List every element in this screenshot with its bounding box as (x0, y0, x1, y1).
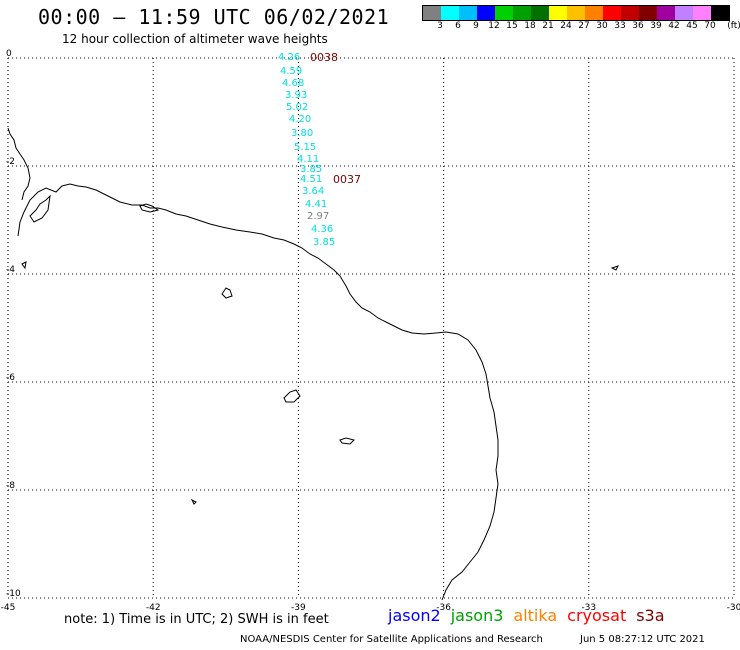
legend-swatch (675, 6, 693, 20)
legend-swatch (657, 6, 675, 20)
coastline-mainland (17, 183, 499, 601)
x-tick-label: -33 (581, 603, 596, 613)
legend-swatch (603, 6, 621, 20)
wave-height-label: 4.41 (305, 199, 327, 210)
wave-height-label: 4.26 (278, 52, 300, 63)
coastline (7, 127, 619, 601)
pass-time-label: 0037 (333, 173, 361, 186)
wave-height-label: 4.51 (300, 174, 322, 185)
island-6 (610, 265, 619, 271)
island-5 (21, 261, 27, 270)
legend-label: 6 (455, 21, 461, 31)
legend-swatch (477, 6, 495, 20)
legend-label: 3 (437, 21, 443, 31)
x-tick-label: -39 (291, 603, 306, 613)
legend-label: 18 (524, 21, 536, 31)
legend-swatch (441, 6, 459, 20)
x-tick-label: -42 (146, 603, 161, 613)
wave-height-label: 3.64 (302, 186, 324, 197)
color-scale-legend (422, 5, 730, 21)
footer-timestamp: Jun 5 08:27:12 UTC 2021 (580, 634, 705, 645)
island-1 (221, 287, 233, 299)
legend-label: 27 (578, 21, 590, 31)
legend-label: 45 (686, 21, 698, 31)
color-scale-labels: 3 6 9 12 15 18 21 24 27 30 33 36 39 42 45 70 (ft) (422, 21, 740, 33)
footer: NOAA/NESDIS Center for Satellite Applica… (240, 634, 705, 645)
legend-label: 70 (704, 21, 716, 31)
wave-height-label: 4.59 (280, 66, 302, 77)
legend-swatch (585, 6, 603, 20)
island-2 (283, 389, 301, 403)
x-tick-label: -30 (727, 603, 740, 613)
y-tick-label: -6 (6, 373, 15, 383)
pass-time-label: 0038 (310, 51, 338, 64)
map-grid (7, 57, 735, 599)
legend-label: 33 (614, 21, 626, 31)
legend-swatch (639, 6, 657, 20)
legend-swatch (459, 6, 477, 20)
y-tick-label: -8 (6, 481, 15, 491)
wave-height-label: 3.80 (291, 128, 313, 139)
wave-height-label: 4.11 (297, 154, 319, 165)
y-tick-label: -2 (6, 157, 15, 167)
y-tick-label: -4 (6, 265, 15, 275)
legend-swatch (549, 6, 567, 20)
legend-label: 21 (542, 21, 554, 31)
wave-height-label: 3.85 (300, 164, 322, 175)
footer-credit: NOAA/NESDIS Center for Satellite Applica… (240, 634, 543, 645)
legend-label: 42 (668, 21, 680, 31)
wave-height-label: 3.85 (313, 237, 335, 248)
wave-height-label: 4.20 (289, 114, 311, 125)
legend-label: 24 (560, 21, 572, 31)
pass-time-labels: 0038 0037 (310, 51, 361, 186)
legend-swatch (621, 6, 639, 20)
wave-height-label: 4.36 (311, 224, 333, 235)
map-subtitle: 12 hour collection of altimeter wave hei… (62, 32, 328, 46)
island-4 (190, 498, 197, 505)
wave-height-label: 5.15 (294, 142, 316, 153)
legend-label: 15 (506, 21, 518, 31)
legend-label: 30 (596, 21, 608, 31)
map-title: 00:00 – 11:59 UTC 06/02/2021 (38, 5, 390, 29)
wave-height-label: 2.97 (307, 211, 329, 222)
satellite-legend-item: altika (513, 606, 558, 625)
legend-label: 12 (488, 21, 500, 31)
coastline-northwest (7, 127, 31, 201)
legend-label: 9 (473, 21, 479, 31)
legend-swatch (495, 6, 513, 20)
legend-swatch (567, 6, 585, 20)
legend-label: 36 (632, 21, 644, 31)
y-tick-label: 0 (6, 49, 12, 59)
wave-height-label: 5.02 (286, 102, 308, 113)
wave-height-label: 4.68 (282, 78, 304, 89)
note-text: note: 1) Time is in UTC; 2) SWH is in fe… (64, 612, 329, 627)
legend-label: 39 (650, 21, 662, 31)
legend-swatch (513, 6, 531, 20)
legend-swatch (423, 6, 441, 20)
wave-height-labels: 4.264.594.683.935.024.203.805.154.113.85… (278, 52, 335, 248)
satellite-legend: jason2 jason3 altika cryosat s3a (388, 606, 675, 625)
y-tick-label: -10 (6, 589, 21, 599)
legend-swatch (531, 6, 549, 20)
satellite-legend-item: jason2 (388, 606, 441, 625)
coastline-inlet (29, 194, 51, 223)
bay-marker (139, 203, 160, 213)
x-tick-label: -45 (1, 603, 16, 613)
wave-height-label: 3.93 (285, 90, 307, 101)
axis-ticks: -45 -42 -39 -36 -33 -30 0 -2 -4 -6 -8 -10 (1, 49, 740, 613)
satellite-legend-item: jason3 (450, 606, 504, 625)
x-tick-label: -36 (436, 603, 451, 613)
island-3 (339, 437, 355, 445)
legend-label: (ft) (727, 21, 740, 31)
satellite-legend-item: s3a (636, 606, 665, 625)
legend-swatch (693, 6, 711, 20)
satellite-legend-item: cryosat (567, 606, 627, 625)
legend-swatch (711, 6, 729, 20)
